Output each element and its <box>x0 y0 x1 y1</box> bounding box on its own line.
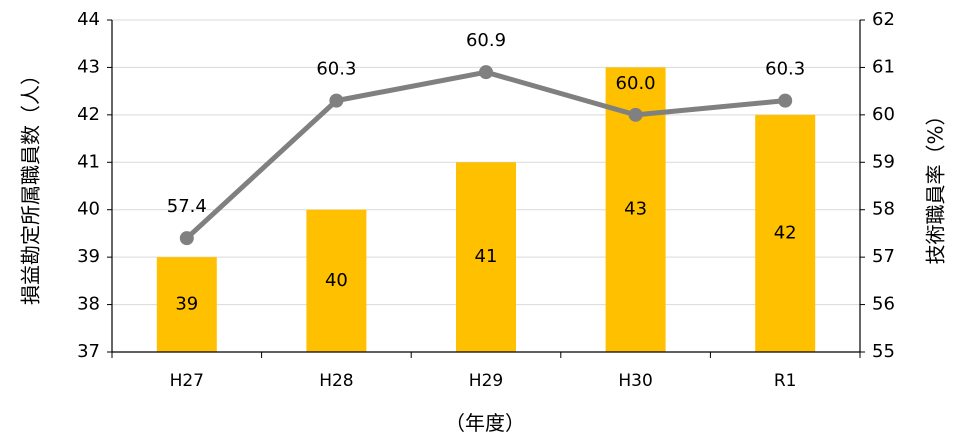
bar-value-label: 41 <box>475 246 498 267</box>
line-value-label: 60.3 <box>316 59 356 80</box>
left-axis-title: 損益勘定所属職員数（人） <box>19 65 43 305</box>
left-tick-label: 44 <box>77 9 100 30</box>
bar <box>456 162 516 352</box>
bar-value-label: 43 <box>624 199 647 220</box>
right-tick-label: 60 <box>872 104 895 125</box>
bar <box>156 257 217 352</box>
right-tick-label: 59 <box>872 151 895 172</box>
category-label: H28 <box>319 371 353 391</box>
right-tick-label: 61 <box>872 56 895 77</box>
category-label: R1 <box>774 371 797 391</box>
bar <box>306 209 367 352</box>
left-tick-label: 37 <box>77 341 100 362</box>
right-tick-label: 57 <box>872 246 895 267</box>
line-point <box>329 93 344 108</box>
line-point <box>778 93 793 108</box>
left-tick-label: 42 <box>77 104 100 125</box>
left-tick-label: 39 <box>77 246 100 267</box>
bar-value-label: 42 <box>774 222 797 243</box>
line-value-label: 60.3 <box>765 59 805 80</box>
line-point <box>179 231 194 246</box>
bar-value-label: 39 <box>175 294 198 315</box>
left-tick-label: 38 <box>77 294 100 315</box>
bar-value-label: 40 <box>325 270 348 291</box>
left-tick-label: 43 <box>77 56 100 77</box>
right-tick-label: 58 <box>872 199 895 220</box>
right-tick-label: 62 <box>872 9 895 30</box>
right-axis-title: 技術職員率（%） <box>924 105 948 264</box>
line-value-label: 60.0 <box>616 73 656 94</box>
axes <box>107 19 865 358</box>
data-labels: 39 40 41 43 42 57.4 60.3 60.9 60.0 60.3 <box>167 30 805 314</box>
left-tick-label: 40 <box>77 199 100 220</box>
x-axis-title: （年度） <box>445 411 525 435</box>
category-label: H29 <box>469 371 503 391</box>
right-tick-label: 56 <box>872 294 895 315</box>
right-axis-ticks: 55 56 57 58 59 60 61 62 <box>872 9 895 362</box>
line-value-label: 57.4 <box>167 196 207 217</box>
line-point <box>479 65 493 80</box>
left-tick-label: 41 <box>77 151 100 172</box>
right-tick-label: 55 <box>872 341 895 362</box>
left-axis-ticks: 37 38 39 40 41 42 43 44 <box>77 9 100 362</box>
line-series <box>179 65 793 246</box>
category-labels: H27 H28 H29 H30 R1 <box>170 371 797 391</box>
bar <box>755 114 816 352</box>
line-value-label: 60.9 <box>466 30 506 51</box>
category-label: H27 <box>170 371 204 391</box>
category-label: H30 <box>618 371 652 391</box>
line-point <box>628 107 643 122</box>
